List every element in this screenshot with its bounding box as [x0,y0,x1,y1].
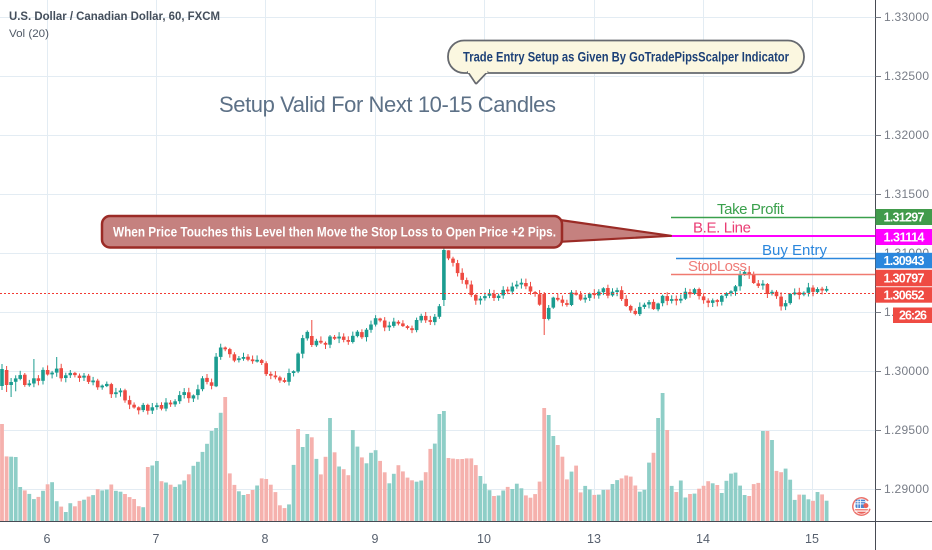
svg-text:1.31114: 1.31114 [884,231,925,245]
svg-text:13: 13 [587,532,601,546]
svg-text:Setup Valid For Next 10-15 Can: Setup Valid For Next 10-15 Candles [219,92,556,117]
svg-text:26:26: 26:26 [899,309,927,323]
svg-text:7: 7 [153,532,160,546]
svg-text:1.32000: 1.32000 [884,128,929,142]
svg-text:8: 8 [262,532,269,546]
svg-text:1.29000: 1.29000 [884,482,929,496]
svg-text:When Price Touches this Level: When Price Touches this Level then Move … [113,224,556,240]
svg-text:Buy Entry: Buy Entry [762,242,828,259]
svg-text:14: 14 [696,532,710,546]
svg-text:StopLoss: StopLoss [688,258,747,275]
svg-text:6: 6 [44,532,51,546]
svg-text:U.S. Dollar / Canadian Dollar,: U.S. Dollar / Canadian Dollar, 60, FXCM [9,11,220,23]
svg-text:1.30000: 1.30000 [884,364,929,378]
svg-text:10: 10 [477,532,491,546]
svg-text:1.33000: 1.33000 [884,10,929,24]
svg-text:1.32500: 1.32500 [884,69,929,83]
svg-text:Trade Entry Setup as Given By: Trade Entry Setup as Given By GoTradePip… [463,50,790,65]
svg-text:1.31500: 1.31500 [884,187,929,201]
svg-text:1.30943: 1.30943 [884,254,925,268]
svg-text:9: 9 [372,532,379,546]
svg-text:1.30797: 1.30797 [884,272,925,286]
svg-text:15: 15 [805,532,819,546]
svg-text:Vol (20): Vol (20) [9,28,49,40]
svg-text:1.31297: 1.31297 [884,211,925,225]
svg-text:1.30652: 1.30652 [884,289,925,303]
svg-text:B.E. Line: B.E. Line [693,220,751,237]
svg-text:1.29500: 1.29500 [884,423,929,437]
svg-text:Take Profit: Take Profit [717,201,785,218]
